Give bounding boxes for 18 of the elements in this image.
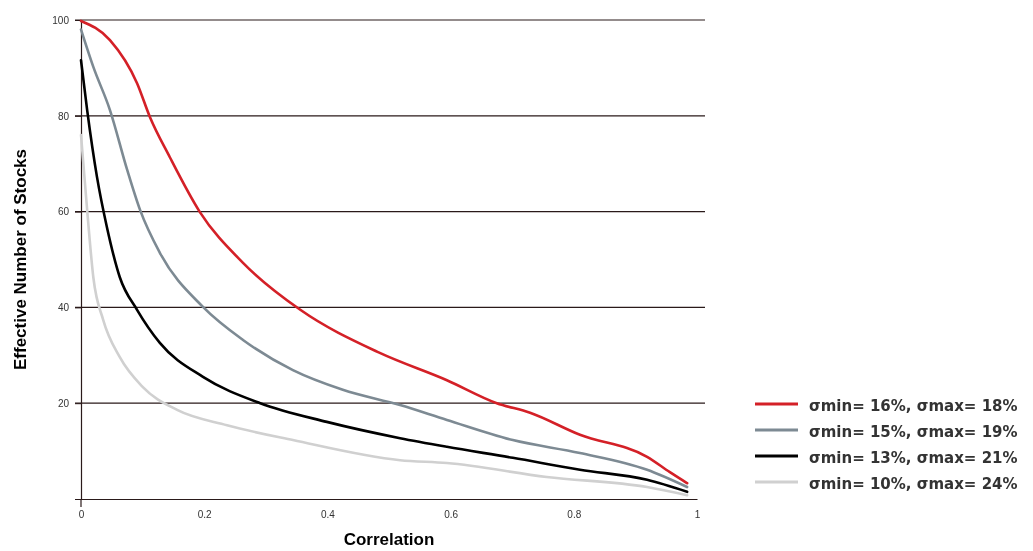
y-tick-label: 100 <box>52 14 70 26</box>
legend-label: σmin= 13%, σmax= 21% <box>809 449 1018 467</box>
x-tick-label: 1 <box>694 509 701 521</box>
x-tick-label: 0.6 <box>444 509 459 521</box>
legend-label: σmin= 16%, σmax= 18% <box>809 397 1018 415</box>
legend-label: σmin= 10%, σmax= 24% <box>809 475 1018 493</box>
y-axis-title: Effective Number of Stocks <box>11 148 30 371</box>
y-tick-label: 40 <box>57 302 70 314</box>
x-tick-label: 0.2 <box>197 509 213 521</box>
x-tick-label: 0.4 <box>320 509 336 521</box>
x-tick-label: 0.8 <box>567 509 582 521</box>
x-axis-title: Correlation <box>343 530 435 549</box>
y-tick-label: 80 <box>57 110 70 122</box>
legend-label: σmin= 15%, σmax= 19% <box>809 423 1018 441</box>
y-tick-label: 20 <box>57 397 70 409</box>
line-series <box>79 133 689 497</box>
x-tick-label: 0 <box>78 509 85 521</box>
y-tick-label: 60 <box>57 206 70 218</box>
